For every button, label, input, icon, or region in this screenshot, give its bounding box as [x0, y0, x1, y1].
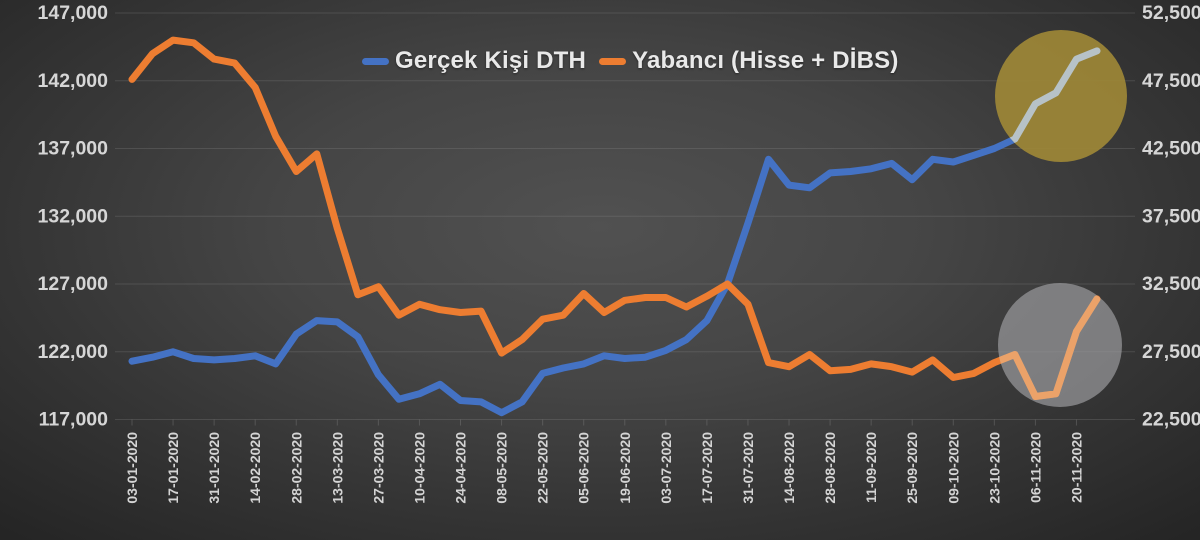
- y-axis-label-left: 147,000: [38, 2, 109, 24]
- x-axis-label: 13-03-2020: [329, 432, 345, 504]
- highlighted-line-segment-1: [998, 283, 1101, 400]
- x-axis-label: 05-06-2020: [576, 432, 592, 504]
- y-axis-label-right: 27,500: [1142, 341, 1200, 363]
- y-axis-label-left: 127,000: [38, 273, 109, 295]
- x-axis-label: 22-05-2020: [535, 432, 551, 504]
- x-axis-label: 03-01-2020: [124, 432, 140, 504]
- x-axis-label: 11-09-2020: [863, 432, 879, 503]
- y-axis-label-right: 47,500: [1142, 70, 1200, 92]
- legend-label: Yabancı (Hisse + DİBS): [632, 47, 899, 74]
- legend-label: Gerçek Kişi DTH: [395, 47, 587, 74]
- legend-swatch-blue: [362, 57, 389, 65]
- y-axis-label-left: 137,000: [38, 138, 109, 160]
- y-axis-label-right: 32,500: [1142, 273, 1200, 295]
- x-axis-label: 14-08-2020: [781, 432, 797, 504]
- x-axis-label: 14-02-2020: [247, 432, 263, 504]
- x-axis-label: 17-07-2020: [699, 432, 715, 504]
- x-axis-label: 08-05-2020: [494, 432, 510, 504]
- x-axis-label: 25-09-2020: [904, 432, 920, 504]
- x-axis-label: 06-11-2020: [1027, 432, 1043, 503]
- legend-item-gercek-kisi-dth: Gerçek Kişi DTH: [362, 47, 586, 75]
- x-axis-label: 17-01-2020: [165, 432, 181, 504]
- y-axis-label-right: 42,500: [1142, 138, 1200, 160]
- x-axis-label: 10-04-2020: [411, 432, 427, 504]
- x-axis-label: 28-02-2020: [288, 432, 304, 504]
- x-axis-label: 23-10-2020: [986, 432, 1002, 504]
- x-axis-label: 28-08-2020: [822, 432, 838, 504]
- highlight-circle-0: [995, 30, 1127, 162]
- y-axis-label-right: 52,500: [1142, 2, 1200, 24]
- y-axis-label-right: 37,500: [1142, 205, 1200, 227]
- y-axis-label-left: 132,000: [38, 205, 109, 227]
- y-axis-label-right: 22,500: [1142, 409, 1200, 431]
- legend-swatch-orange: [599, 57, 627, 65]
- chart-legend: Gerçek Kişi DTH Yabancı (Hisse + DİBS): [362, 47, 899, 75]
- x-axis-label: 19-06-2020: [617, 432, 633, 504]
- x-axis-label: 31-01-2020: [206, 432, 222, 504]
- y-axis-label-left: 122,000: [38, 341, 109, 363]
- x-axis-label: 24-04-2020: [453, 432, 469, 504]
- y-axis-label-left: 142,000: [38, 70, 109, 92]
- x-axis-label: 20-11-2020: [1068, 432, 1084, 503]
- y-axis-label-left: 117,000: [39, 409, 109, 431]
- x-axis-label: 27-03-2020: [370, 432, 386, 504]
- x-axis-label: 03-07-2020: [658, 432, 674, 504]
- legend-item-yabanci-hisse-dibs: Yabancı (Hisse + DİBS): [599, 47, 899, 75]
- x-axis-label: 09-10-2020: [945, 432, 961, 504]
- series-line-0: [128, 47, 1101, 417]
- x-axis-label: 31-07-2020: [740, 432, 756, 504]
- series-line-1: [128, 36, 1101, 400]
